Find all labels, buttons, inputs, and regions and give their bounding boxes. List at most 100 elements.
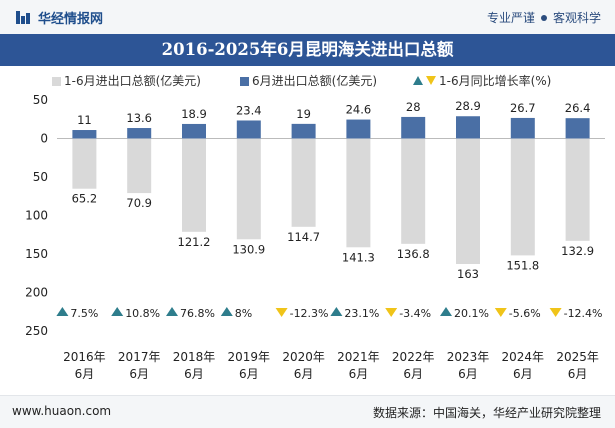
x-tick-label-month: 6月 bbox=[403, 367, 423, 381]
growth-down-marker bbox=[494, 308, 507, 317]
legend-swatch-cumulative bbox=[52, 77, 61, 86]
data-label-monthly: 24.6 bbox=[346, 103, 372, 117]
data-label-monthly: 26.7 bbox=[510, 101, 536, 115]
x-tick-label-year: 2020年 bbox=[282, 350, 325, 364]
bar-monthly bbox=[510, 117, 535, 139]
y-tick-label: 0 bbox=[40, 132, 48, 146]
bar-cumulative bbox=[127, 138, 152, 194]
chart-title: 2016-2025年6月昆明海关进出口总额 bbox=[0, 34, 615, 66]
x-tick-label-month: 6月 bbox=[513, 367, 533, 381]
growth-down-marker bbox=[275, 308, 288, 317]
legend-item-cumulative: 1-6月进出口总额(亿美元) bbox=[52, 72, 201, 89]
growth-label: -12.3% bbox=[290, 307, 329, 320]
x-tick-label-year: 2022年 bbox=[392, 350, 435, 364]
growth-label: 23.1% bbox=[344, 307, 379, 320]
bar-cumulative bbox=[456, 138, 480, 265]
growth-down-marker bbox=[549, 308, 562, 317]
bar-cumulative bbox=[291, 138, 316, 227]
growth-up-marker bbox=[166, 307, 178, 316]
growth-label: 7.5% bbox=[70, 307, 98, 320]
legend-swatch-monthly bbox=[240, 77, 249, 86]
data-label-monthly: 26.4 bbox=[565, 101, 591, 115]
bar-cumulative bbox=[72, 138, 97, 189]
y-tick-label: 150 bbox=[25, 247, 48, 261]
data-label-cumulative: 136.8 bbox=[397, 247, 430, 261]
bar-monthly bbox=[72, 130, 97, 139]
x-tick-label-month: 6月 bbox=[568, 367, 588, 381]
bar-logo-icon bbox=[16, 11, 30, 24]
data-label-monthly: 28.9 bbox=[455, 99, 481, 113]
dot-icon bbox=[540, 15, 547, 21]
bar-monthly bbox=[127, 128, 152, 139]
x-tick-label-year: 2021年 bbox=[337, 350, 380, 364]
x-tick-label-year: 2025年 bbox=[556, 350, 599, 364]
tagline-right: 客观科学 bbox=[552, 11, 601, 25]
bar-monthly bbox=[456, 116, 480, 139]
bar-monthly bbox=[182, 123, 206, 139]
data-label-cumulative: 132.9 bbox=[561, 244, 594, 258]
legend-label-cumulative: 1-6月进出口总额(亿美元) bbox=[64, 74, 201, 88]
legend-label-growth: 1-6月同比增长率(%) bbox=[439, 74, 552, 88]
data-label-cumulative: 141.3 bbox=[342, 250, 375, 264]
x-tick-label-year: 2016年 bbox=[63, 350, 106, 364]
data-label-cumulative: 130.9 bbox=[232, 242, 265, 256]
growth-up-marker bbox=[56, 307, 69, 316]
growth-label: -5.6% bbox=[509, 307, 541, 320]
data-label-monthly: 13.6 bbox=[126, 111, 152, 125]
triangle-down-icon bbox=[426, 76, 436, 85]
data-label-cumulative: 151.8 bbox=[506, 258, 539, 272]
data-label-monthly: 19 bbox=[296, 107, 311, 121]
bar-monthly bbox=[291, 123, 316, 139]
bar-cumulative bbox=[346, 138, 371, 248]
data-label-cumulative: 65.2 bbox=[72, 192, 98, 206]
x-tick-label-year: 2017年 bbox=[118, 350, 161, 364]
growth-down-marker bbox=[385, 308, 398, 317]
legend-item-monthly: 6月进出口总额(亿美元) bbox=[240, 72, 377, 89]
x-tick-label-month: 6月 bbox=[239, 367, 259, 381]
data-label-monthly: 18.9 bbox=[181, 107, 207, 121]
growth-up-marker bbox=[111, 307, 124, 316]
x-tick-label-year: 2019年 bbox=[228, 350, 271, 364]
data-label-monthly: 23.4 bbox=[236, 103, 262, 117]
x-tick-label-month: 6月 bbox=[184, 367, 204, 381]
x-tick-label-month: 6月 bbox=[129, 367, 149, 381]
bar-monthly bbox=[565, 118, 590, 139]
growth-label: -12.4% bbox=[564, 307, 603, 320]
legend-item-growth: 1-6月同比增长率(%) bbox=[413, 72, 551, 89]
bar-monthly bbox=[401, 116, 426, 139]
data-label-cumulative: 163 bbox=[457, 267, 479, 281]
data-label-cumulative: 121.2 bbox=[178, 235, 211, 249]
bar-cumulative bbox=[182, 138, 206, 232]
legend: 1-6月进出口总额(亿美元) 6月进出口总额(亿美元) 1-6月同比增长率(%) bbox=[0, 72, 615, 90]
x-tick-label-month: 6月 bbox=[294, 367, 314, 381]
footer: www.huaon.com 数据来源：中国海关，华经产业研究院整理 bbox=[0, 395, 615, 428]
x-tick-label-month: 6月 bbox=[458, 367, 478, 381]
bar-cumulative bbox=[236, 138, 261, 240]
y-tick-label: 50 bbox=[33, 170, 48, 184]
growth-label: 10.8% bbox=[125, 307, 160, 320]
x-tick-label-year: 2018年 bbox=[173, 350, 216, 364]
growth-label: -3.4% bbox=[399, 307, 431, 320]
growth-up-marker bbox=[220, 307, 233, 316]
x-tick-label-year: 2023年 bbox=[447, 350, 490, 364]
y-tick-label: 200 bbox=[25, 286, 48, 300]
tagline: 专业严谨 客观科学 bbox=[487, 9, 601, 26]
bar-cumulative bbox=[565, 138, 590, 241]
x-tick-label-month: 6月 bbox=[75, 367, 95, 381]
bar-cumulative bbox=[401, 138, 426, 244]
growth-label: 8% bbox=[235, 307, 252, 320]
bar-chart: 50 0 50 100 150 200 250 65.2 11 7.5% 2016年 6月 70.9 13… bbox=[25, 93, 605, 381]
footer-source: 数据来源：中国海关，华经产业研究院整理 bbox=[372, 406, 601, 420]
growth-label: 76.8% bbox=[180, 307, 215, 320]
bar-cumulative bbox=[510, 138, 535, 256]
x-tick-label-month: 6月 bbox=[349, 367, 369, 381]
growth-label: 20.1% bbox=[454, 307, 489, 320]
y-tick-label: 50 bbox=[33, 93, 48, 107]
bar-monthly bbox=[346, 119, 371, 139]
bar-monthly bbox=[236, 120, 261, 139]
legend-label-monthly: 6月进出口总额(亿美元) bbox=[252, 74, 377, 88]
y-tick-label: 100 bbox=[25, 209, 48, 223]
data-label-monthly: 11 bbox=[77, 113, 92, 127]
x-tick-label-year: 2024年 bbox=[502, 350, 545, 364]
data-label-cumulative: 70.9 bbox=[126, 196, 152, 210]
